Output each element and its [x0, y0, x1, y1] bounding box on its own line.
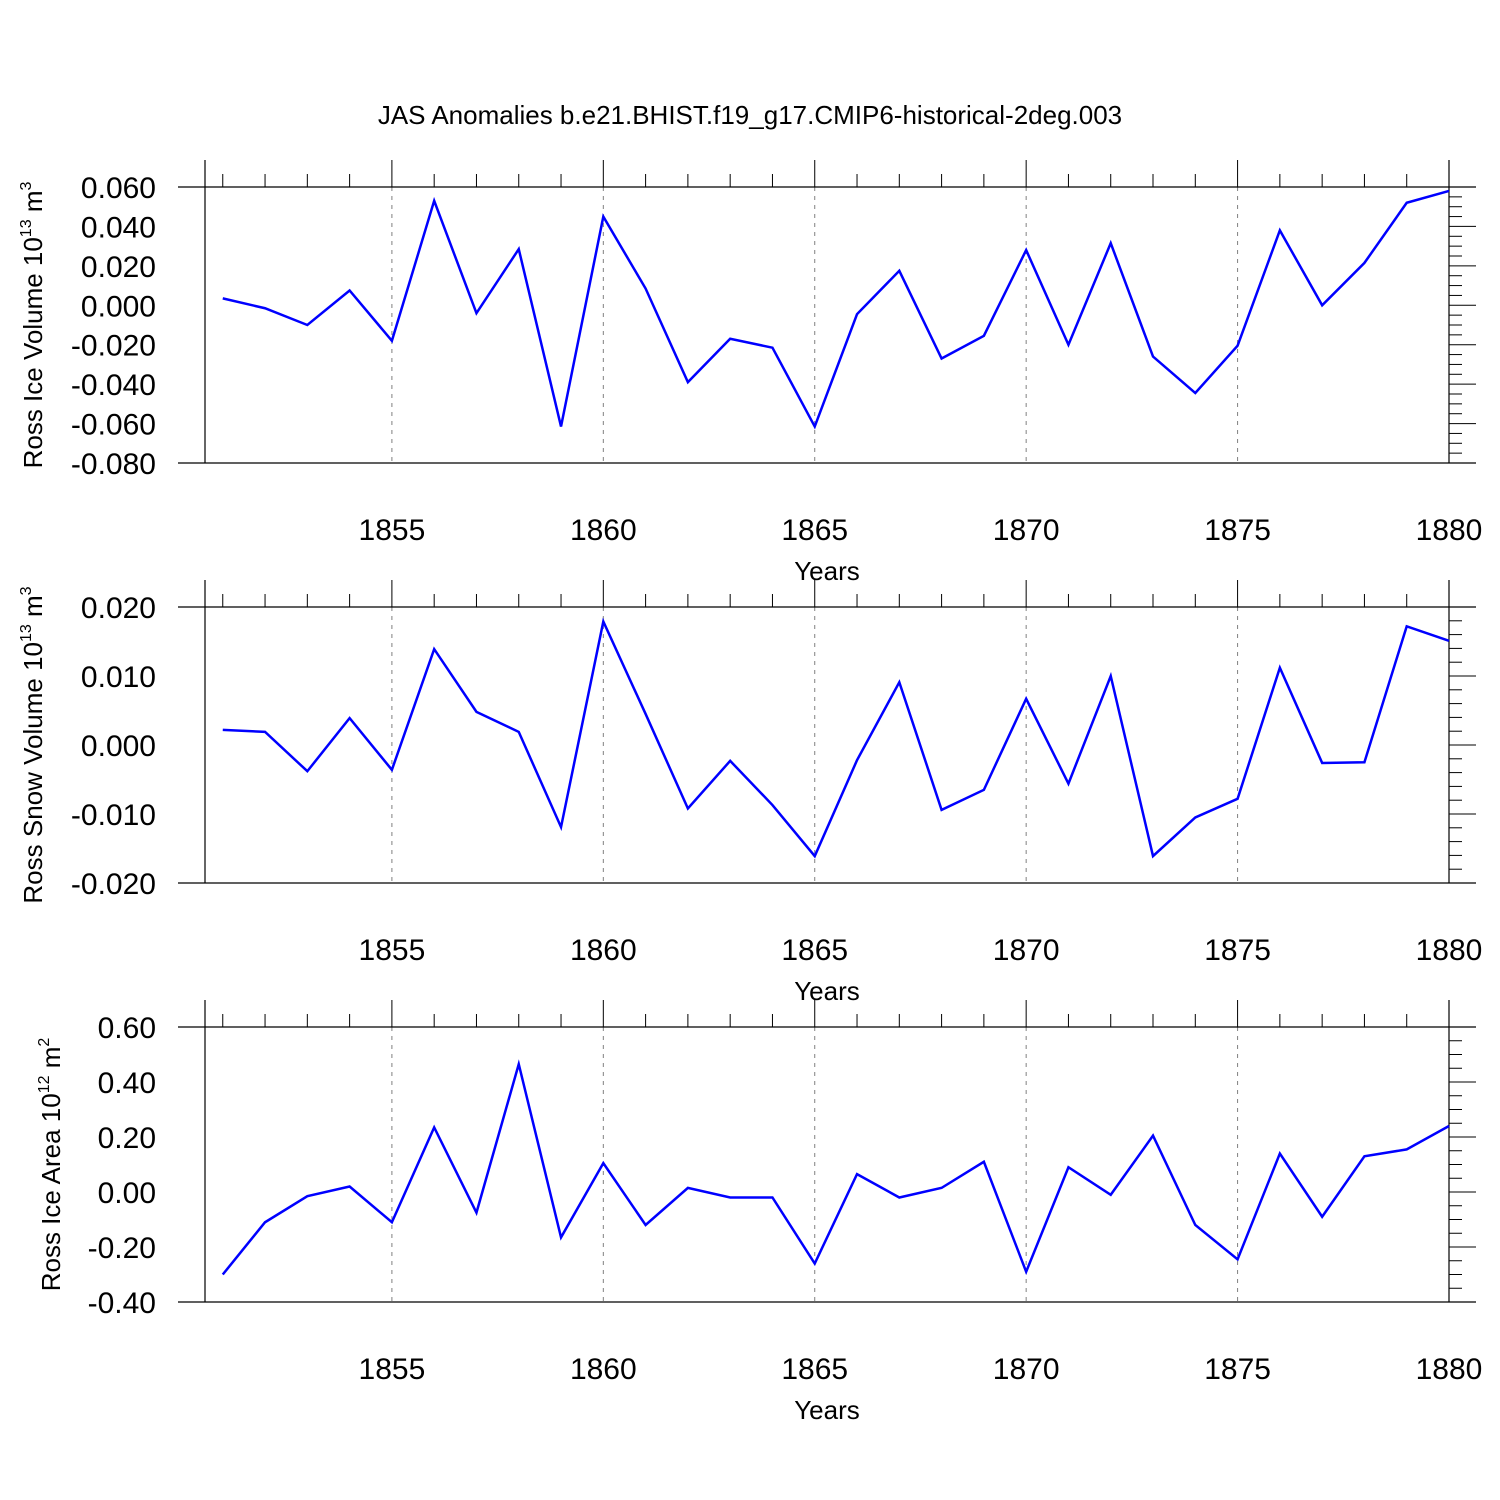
y-tick-label: -0.40 — [88, 1287, 156, 1320]
x-tick-label: 1865 — [781, 934, 848, 967]
y-axis-title-unit: m — [36, 1047, 66, 1076]
x-tick-label: 1865 — [781, 1353, 848, 1386]
y-tick-label: 0.010 — [81, 661, 156, 694]
y-axis-title-main: Ross Ice Volume 10 — [18, 237, 48, 468]
chart-title: JAS Anomalies b.e21.BHIST.f19_g17.CMIP6-… — [378, 100, 1122, 130]
y-axis-title-main: Ross Ice Area 10 — [36, 1093, 66, 1291]
x-tick-label: 1860 — [570, 934, 637, 967]
x-tick-label: 1875 — [1204, 934, 1271, 967]
y-tick-label: 0.020 — [81, 251, 156, 284]
x-tick-label: 1860 — [570, 1353, 637, 1386]
y-tick-label: -0.20 — [88, 1232, 156, 1265]
x-tick-label: 1880 — [1416, 934, 1483, 967]
x-tick-label: 1860 — [570, 514, 637, 547]
y-tick-label: 0.060 — [81, 172, 156, 205]
panel-ross-ice-area: 1855 1860 1865 1870 1875 1880 Years -0.40 -0.20 0… — [36, 1000, 1482, 1425]
y-axis-title-unit-exponent: 3 — [18, 586, 35, 595]
series-line — [221, 1059, 1450, 1276]
x-tick-label: 1865 — [781, 514, 848, 547]
y-tick-label: -0.010 — [71, 799, 156, 832]
y-tick-label: -0.040 — [71, 369, 156, 402]
x-tick-label: 1880 — [1416, 1353, 1483, 1386]
y-axis-title-exponent: 12 — [36, 1075, 53, 1093]
y-axis-title-unit: m — [18, 190, 48, 219]
x-axis-title: Years — [794, 556, 860, 586]
x-tick-label: 1855 — [359, 514, 426, 547]
y-axis-title-exponent: 13 — [18, 219, 35, 237]
x-tick-label: 1870 — [993, 934, 1060, 967]
y-axis-title-main: Ross Snow Volume 10 — [18, 642, 48, 904]
x-axis-title: Years — [794, 976, 860, 1006]
y-axis-title-exponent: 13 — [18, 624, 35, 642]
x-tick-label: 1855 — [359, 934, 426, 967]
series-line — [222, 189, 1450, 430]
panel-ross-ice-volume: 1855 1860 1865 1870 1875 1880 Years -0.080 -0.06… — [18, 160, 1482, 586]
y-tick-label: 0.00 — [98, 1177, 156, 1210]
y-tick-label: -0.020 — [71, 330, 156, 363]
y-axis-title: Ross Snow Volume 1013 m3 — [18, 586, 48, 903]
y-tick-label: 0.60 — [98, 1012, 156, 1045]
y-tick-label: 0.000 — [81, 290, 156, 323]
y-tick-label: -0.080 — [71, 448, 156, 481]
y-tick-label: 0.020 — [81, 592, 156, 625]
series-line — [222, 617, 1450, 859]
y-axis-title: Ross Ice Volume 1013 m3 — [18, 181, 48, 468]
x-axis-title: Years — [794, 1395, 860, 1425]
y-axis-title: Ross Ice Area 1012 m2 — [36, 1038, 66, 1292]
x-tick-label: 1875 — [1204, 1353, 1271, 1386]
y-tick-label: 0.040 — [81, 211, 156, 244]
y-tick-label: -0.020 — [71, 868, 156, 901]
y-tick-label: 0.20 — [98, 1122, 156, 1155]
y-tick-label: 0.000 — [81, 730, 156, 763]
y-axis-title-unit-exponent: 2 — [36, 1038, 53, 1047]
x-tick-label: 1880 — [1416, 514, 1483, 547]
panel-ross-snow-volume: 1855 1860 1865 1870 1875 1880 Years -0.020 -0.01… — [18, 580, 1482, 1006]
x-tick-label: 1855 — [359, 1353, 426, 1386]
x-tick-label: 1870 — [993, 1353, 1060, 1386]
y-tick-label: 0.40 — [98, 1067, 156, 1100]
x-tick-label: 1870 — [993, 514, 1060, 547]
y-axis-title-unit-exponent: 3 — [18, 181, 35, 190]
y-axis-title-unit: m — [18, 595, 48, 624]
y-tick-label: -0.060 — [71, 409, 156, 442]
x-tick-label: 1875 — [1204, 514, 1271, 547]
